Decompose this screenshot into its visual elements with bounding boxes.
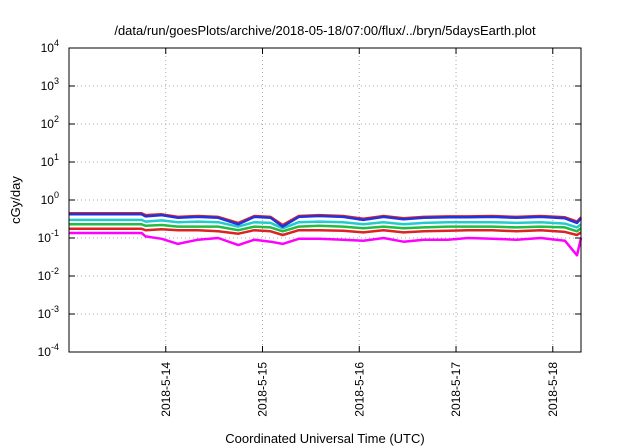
series-line — [69, 223, 582, 233]
x-tick-label: 2018-5-18 — [546, 362, 560, 417]
series-line — [69, 213, 582, 228]
x-tick-label: 2018-5-17 — [449, 362, 463, 417]
series-line — [69, 218, 582, 230]
x-axis-ticks: 2018-5-14 2018-5-15 2018-5-16 2018-5-17 2018… — [159, 48, 560, 417]
data-series — [69, 211, 583, 257]
y-axis-label: cGy/day — [8, 176, 23, 224]
x-tick-label: 2018-5-16 — [352, 362, 366, 417]
x-tick-label: 2018-5-14 — [159, 362, 173, 417]
x-tick-label: 2018-5-15 — [256, 362, 270, 417]
series-line — [69, 227, 582, 237]
series-line — [69, 231, 583, 257]
chart-title: /data/run/goesPlots/archive/2018-05-18/0… — [114, 23, 536, 38]
x-axis-label: Coordinated Universal Time (UTC) — [225, 431, 424, 446]
